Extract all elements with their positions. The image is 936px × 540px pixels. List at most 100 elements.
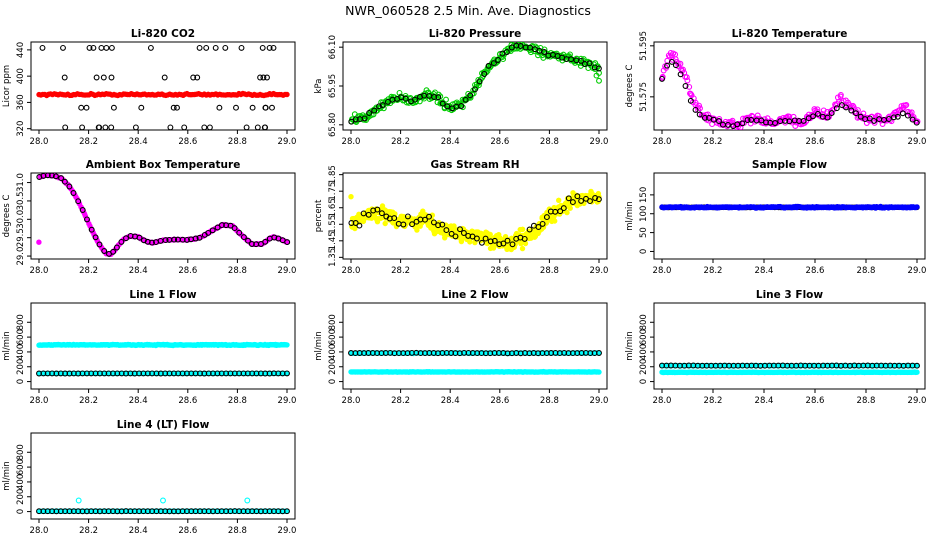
data-point — [132, 124, 139, 130]
x-tick-label: 28.8 — [228, 137, 247, 147]
data-point — [899, 110, 906, 117]
x-tick-label: 28.6 — [178, 396, 197, 406]
data-point — [692, 99, 699, 106]
data-point — [360, 210, 367, 217]
data-point — [244, 497, 251, 504]
y-tick-label: 1.55 — [328, 215, 338, 234]
data-point — [682, 83, 689, 89]
data-point — [380, 105, 387, 112]
data-point — [526, 226, 533, 233]
data-point — [744, 117, 751, 124]
data-point — [236, 229, 243, 236]
panel-title: Line 2 Flow — [441, 289, 508, 301]
data-point — [361, 115, 368, 122]
data-point — [201, 124, 208, 130]
series-black-440 — [39, 44, 277, 51]
data-point — [147, 44, 154, 51]
data-point — [238, 44, 245, 51]
data-point — [908, 109, 915, 116]
data-point — [467, 92, 474, 99]
data-point — [404, 213, 411, 220]
data-point — [264, 74, 270, 81]
y-tick-label: 29.5 — [16, 228, 26, 247]
x-tick-label: 28.2 — [391, 137, 410, 147]
data-point — [885, 116, 892, 122]
data-point — [100, 74, 107, 81]
data-point — [535, 224, 542, 230]
data-point — [593, 72, 600, 79]
panel-1: Li-820 CO2 Licor ppm 28.0 28.2 28.4 28.6 28.8 2… — [2, 28, 296, 147]
y-tick-label: 0 — [16, 509, 26, 514]
data-point — [772, 120, 779, 126]
data-point — [684, 77, 691, 84]
series-black — [348, 193, 602, 248]
data-point — [48, 173, 55, 179]
series-cyan-high — [36, 341, 290, 349]
data-point — [692, 106, 699, 113]
data-point — [659, 75, 665, 82]
data-point — [216, 104, 223, 111]
data-point — [875, 113, 882, 120]
y-tick-label: 31.0 — [16, 173, 26, 192]
y-tick-label: 0 — [639, 249, 649, 254]
x-tick-label: 28.4 — [755, 266, 774, 276]
data-point — [231, 225, 238, 232]
data-point — [857, 113, 864, 120]
data-point — [828, 110, 835, 117]
data-point — [218, 222, 225, 229]
y-tick-label: 800 — [639, 314, 649, 330]
data-point — [914, 369, 920, 375]
data-point — [365, 211, 372, 218]
x-tick-label: 28.6 — [490, 396, 509, 406]
plot-frame — [30, 302, 296, 390]
data-point — [171, 236, 178, 243]
y-tick-label: 400 — [639, 344, 649, 360]
data-point — [560, 205, 567, 212]
x-tick-label: 28.2 — [79, 526, 98, 536]
plot-frame — [30, 172, 296, 260]
x-tick-label: 28.6 — [490, 266, 509, 276]
data-point — [435, 91, 442, 98]
points-layer — [659, 362, 920, 376]
x-tick-label: 28.6 — [806, 396, 825, 406]
panel-title: Li-820 Temperature — [732, 28, 848, 40]
data-point — [257, 74, 264, 81]
x-tick-label: 29.0 — [278, 396, 297, 406]
data-point — [83, 104, 90, 111]
data-point — [833, 105, 840, 112]
x-tick-label: 28.8 — [540, 137, 559, 147]
x-tick-label: 28.4 — [129, 137, 148, 147]
data-point — [596, 77, 602, 84]
data-point — [595, 65, 602, 72]
x-tick-label: 28.6 — [490, 137, 509, 147]
x-tick-label: 28.2 — [79, 396, 98, 406]
data-point — [420, 208, 426, 214]
data-point — [75, 497, 82, 504]
data-point — [249, 104, 256, 111]
data-point — [443, 227, 450, 234]
data-point — [578, 197, 585, 204]
data-point — [664, 62, 671, 69]
y-tick-label: 400 — [16, 344, 26, 360]
y-tick-label: 360 — [16, 94, 26, 110]
plot-frame — [653, 172, 926, 260]
x-tick-label: 28.0 — [653, 396, 672, 406]
panel-title: Line 3 Flow — [756, 289, 823, 301]
x-tick-label: 28.2 — [79, 266, 98, 276]
x-tick-label: 29.0 — [278, 526, 297, 536]
series-black — [36, 173, 291, 257]
data-point — [814, 110, 821, 117]
data-point — [439, 100, 446, 107]
data-point — [482, 235, 489, 242]
y-tick-label: 320 — [16, 121, 26, 137]
panel-title: Line 1 Flow — [129, 289, 196, 301]
y-tick-label: 65.95 — [328, 74, 338, 98]
data-point — [459, 104, 466, 111]
data-point — [677, 71, 684, 78]
data-point — [240, 234, 247, 241]
y-tick-label: 1.45 — [328, 231, 338, 250]
plot-frame — [342, 302, 608, 390]
data-point — [517, 43, 524, 49]
x-tick-label: 28.4 — [441, 137, 460, 147]
